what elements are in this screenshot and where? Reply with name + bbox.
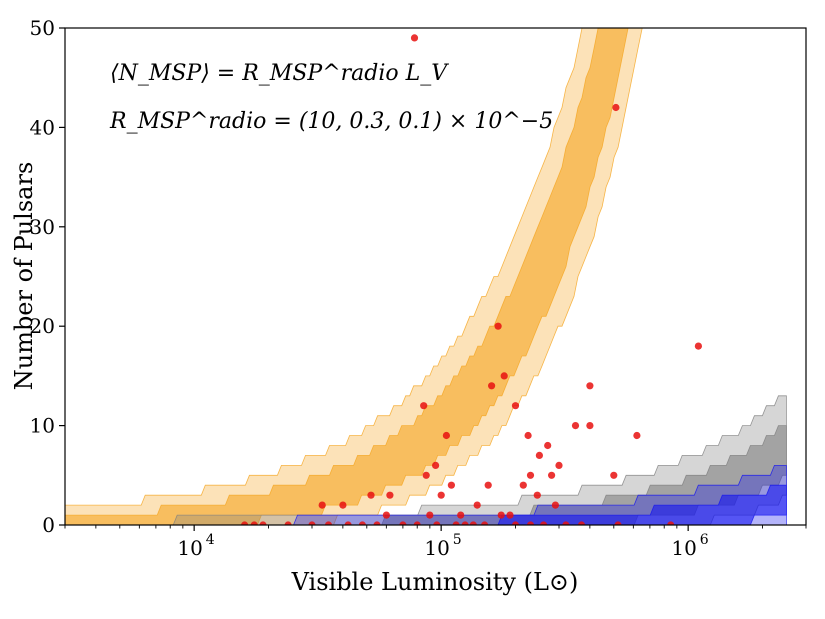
data-point [511, 521, 520, 525]
band-1-inner [65, 425, 787, 525]
data-point [420, 402, 428, 410]
confidence-bands [65, 28, 787, 525]
x-tick-label: 10 [177, 536, 202, 560]
x-tick-exponent: 4 [206, 532, 215, 548]
data-point [526, 471, 535, 479]
data-point [437, 491, 445, 499]
data-point [452, 521, 460, 525]
data-point [413, 521, 421, 525]
data-point [442, 431, 450, 440]
y-tick-label: 50 [30, 16, 55, 40]
band-2-inner [65, 484, 787, 525]
data-point [432, 461, 440, 469]
y-tick-label: 10 [30, 414, 55, 438]
x-tick-label: 10 [424, 536, 449, 560]
data-point [473, 501, 481, 509]
data-point [488, 382, 496, 390]
data-point [612, 103, 620, 112]
data-point [422, 471, 430, 479]
data-point [324, 521, 333, 525]
data-point [535, 451, 544, 459]
data-point [586, 422, 594, 430]
data-point [410, 34, 419, 42]
data-point [250, 521, 258, 525]
data-point [551, 501, 560, 509]
plot-frame [64, 27, 807, 526]
data-point [426, 511, 434, 519]
x-axis-label: Visible Luminosity (L⊙) [291, 568, 579, 596]
x-axis-ticks: 10 4 10 5 10 6 [64, 525, 807, 560]
data-point [259, 521, 267, 525]
data-point [241, 521, 249, 525]
data-point [548, 471, 556, 479]
y-tick-label: 40 [30, 115, 55, 139]
data-point [447, 481, 455, 489]
data-point [461, 521, 469, 525]
data-point [386, 491, 394, 499]
x-tick-exponent: 5 [453, 532, 462, 548]
data-point [484, 481, 492, 489]
x-tick-exponent: 6 [700, 532, 709, 548]
data-point [382, 511, 390, 519]
data-point [469, 521, 477, 525]
annotation-rate-formula: ⟨N_MSP⟩ = R_MSP^radio L_V [110, 61, 449, 86]
y-axis-ticks: 0 10 20 30 40 50 [30, 16, 65, 537]
data-point [500, 372, 508, 380]
data-point [614, 521, 622, 525]
data-point [433, 521, 441, 525]
y-tick-label: 20 [30, 314, 55, 338]
data-point [481, 521, 489, 525]
data-point [344, 521, 352, 525]
y-axis-label: Number of Pulsars [10, 162, 38, 391]
annotation-rate-values: R_MSP^radio = (10, 0.3, 0.1) × 10^−5 [109, 109, 553, 134]
data-point [577, 521, 586, 525]
band-0-outer [65, 28, 643, 525]
x-tick-label: 10 [671, 536, 696, 560]
data-point [524, 431, 532, 440]
data-point [511, 402, 520, 410]
data-point [540, 521, 548, 525]
data-point [562, 521, 570, 525]
data-point [373, 521, 381, 525]
data-point [358, 521, 366, 525]
data-point [667, 521, 675, 525]
y-tick-label: 30 [30, 215, 55, 239]
data-point [555, 461, 563, 469]
data-point [506, 511, 514, 519]
data-point [339, 501, 347, 509]
data-point [544, 441, 552, 450]
data-point [633, 431, 641, 440]
data-point [571, 422, 580, 430]
y-tick-label: 0 [42, 513, 55, 537]
data-point [694, 342, 703, 350]
data-point [284, 521, 292, 525]
data-point [457, 511, 465, 519]
data-point [519, 481, 527, 489]
data-point [586, 382, 594, 390]
data-point [318, 501, 326, 509]
data-point [399, 521, 407, 525]
data-point [308, 521, 316, 525]
pulsar-data-points [241, 34, 703, 525]
data-point [497, 511, 505, 519]
data-point [533, 491, 541, 499]
data-point [367, 491, 375, 499]
data-point [494, 322, 502, 330]
data-point [526, 521, 535, 525]
data-point [610, 471, 618, 479]
